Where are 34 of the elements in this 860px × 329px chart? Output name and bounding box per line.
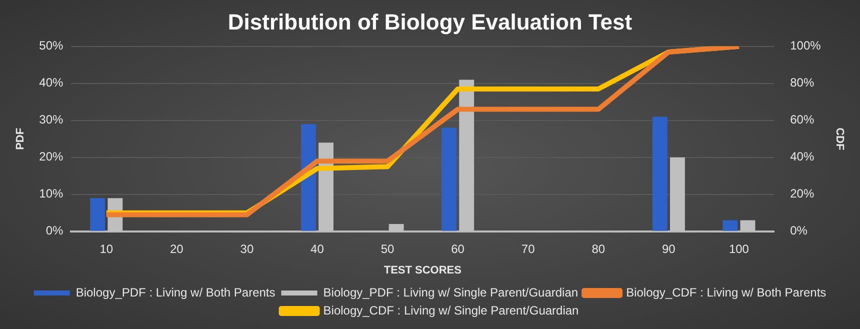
x-tick-label: 10 — [100, 242, 114, 256]
y-tick-label: 50% — [39, 38, 64, 53]
y-tick-label: 40% — [39, 76, 64, 90]
x-tick-label: 50 — [380, 242, 395, 256]
y-tick-label: 0% — [46, 224, 64, 238]
x-tick-label: 90 — [662, 242, 676, 256]
x-tick-label: 30 — [240, 242, 254, 256]
y-tick-label: 10% — [39, 186, 64, 201]
y-axis-title: PDF — [14, 128, 27, 150]
y-tick-label: 30% — [39, 112, 64, 127]
x-tick-label: 20 — [170, 242, 184, 256]
bar — [90, 198, 106, 231]
x-tick-label: 40 — [310, 242, 324, 256]
x-tick-label: 100 — [728, 242, 750, 256]
x-axis-title: TEST SCORES — [384, 264, 462, 276]
x-tick-label: 60 — [451, 242, 465, 256]
bar — [652, 116, 668, 231]
y2-tick-label: 60% — [790, 112, 814, 127]
x-tick-label: 70 — [521, 242, 536, 256]
chart-title: Distribution of Biology Evaluation Test — [228, 9, 633, 34]
bar — [722, 220, 738, 231]
y2-tick-label: 40% — [790, 150, 814, 164]
y2-tick-label: 0% — [790, 224, 808, 238]
y2-tick-label: 100% — [790, 38, 822, 53]
y-tick-label: 20% — [39, 150, 64, 164]
y2-tick-label: 20% — [790, 186, 814, 201]
y2-axis-title: CDF — [833, 128, 846, 150]
x-tick-label: 80 — [592, 242, 606, 256]
y2-tick-label: 80% — [790, 76, 814, 90]
legend-label: Biology_PDF : Living w/ Both Parents — [76, 285, 276, 300]
bar — [442, 128, 456, 231]
legend-label: Biology_CDF : Living w/ Both Parents — [626, 285, 826, 300]
legend-label: Biology_CDF : Living w/ Single Parent/Guardian — [323, 303, 579, 318]
legend-label: Biology_PDF : Living w/ Single Parent/Guardian — [323, 285, 578, 300]
